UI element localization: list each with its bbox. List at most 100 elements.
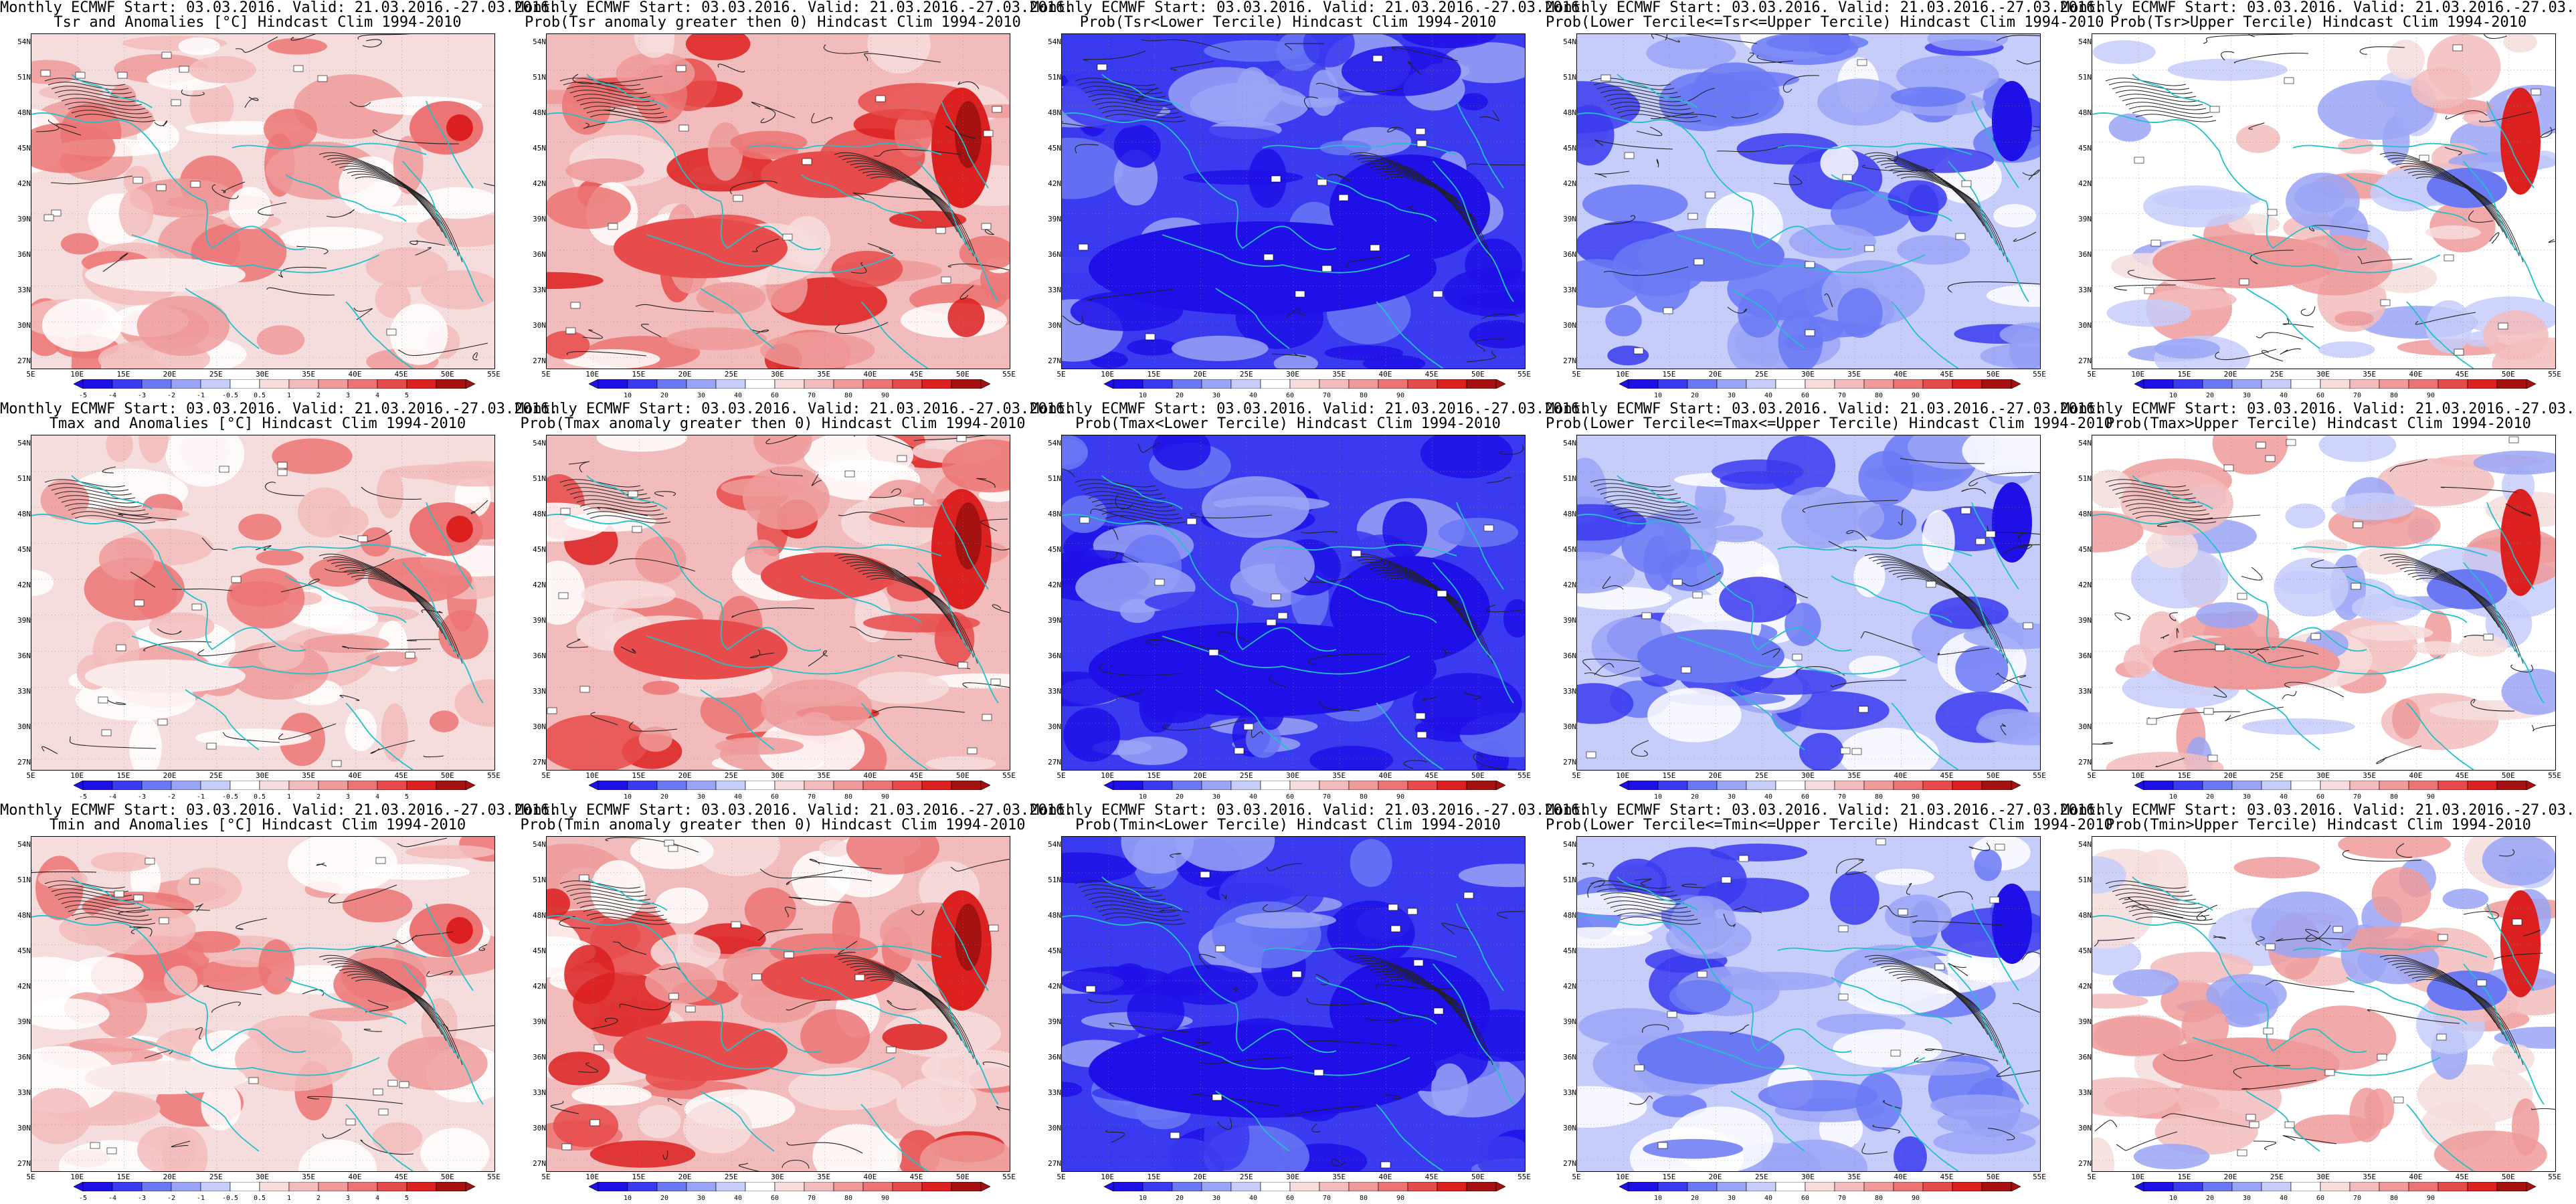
lon-tick-label: 5E [541, 1173, 551, 1181]
lat-tick-label: 39N [2078, 1017, 2092, 1026]
colorbar-tick-label: 20 [1690, 392, 1699, 399]
lon-tick-label: 35E [302, 1173, 316, 1181]
lat-tick-label: 36N [17, 651, 31, 660]
colorbar-tick-label: 40 [1249, 793, 1258, 801]
lon-tick-label: 5E [541, 771, 551, 780]
colorbar-tick-label: -4 [108, 392, 117, 399]
colorbar-tick-label: -1 [196, 1195, 205, 1202]
lon-tick-label: 45E [394, 1173, 408, 1181]
lat-tick-label: 42N [1563, 581, 1576, 589]
colorbar-tick-label: 10 [1138, 793, 1147, 801]
map-field [1577, 435, 2040, 770]
lon-tick-label: 55E [1517, 370, 1531, 379]
lon-tick-label: 20E [163, 771, 177, 780]
colorbar [2134, 379, 2536, 389]
lon-tick-label: 20E [1708, 1173, 1722, 1181]
colorbar-tick-label: 70 [807, 392, 816, 399]
lat-tick-label: 45N [533, 946, 546, 955]
lon-tick-label: 15E [116, 1173, 130, 1181]
lon-tick-label: 25E [724, 771, 738, 780]
lon-tick-label: 30E [771, 1173, 784, 1181]
lat-tick-label: 51N [1048, 876, 1061, 884]
forecast-panel: Monthly ECMWF Start: 03.03.2016. Valid: … [515, 0, 1073, 401]
colorbar-tick-label: 60 [1801, 793, 1810, 801]
lon-tick-label: 55E [1002, 1173, 1016, 1181]
lat-tick-label: 30N [1048, 1124, 1061, 1132]
lon-tick-label: 55E [487, 370, 500, 379]
colorbar-tick-label: 90 [2426, 392, 2435, 399]
lat-tick-label: 33N [533, 687, 546, 696]
lon-tick-label: 15E [2177, 771, 2191, 780]
forecast-panel: Monthly ECMWF Start: 03.03.2016. Valid: … [0, 803, 558, 1204]
lat-tick-label: 33N [1048, 1088, 1061, 1097]
colorbar-tick-label: 10 [1138, 1195, 1147, 1202]
lat-tick-label: 27N [533, 758, 546, 767]
lon-tick-label: 40E [863, 1173, 877, 1181]
colorbar-tick-label: 30 [1212, 1195, 1221, 1202]
lat-tick-label: 33N [1563, 687, 1576, 696]
lon-tick-label: 55E [2548, 771, 2561, 780]
map-field [547, 34, 1010, 369]
colorbar-tick-label: 70 [1322, 793, 1331, 801]
lat-tick-label: 45N [2078, 545, 2092, 554]
lon-tick-label: 55E [2548, 1173, 2561, 1181]
colorbar-tick-label: 90 [1911, 1195, 1920, 1202]
colorbar-tick-label: 60 [2316, 1195, 2325, 1202]
colorbar-tick-label: 40 [2279, 392, 2288, 399]
lon-tick-label: 10E [585, 1173, 600, 1181]
lon-tick-label: 35E [2363, 1173, 2377, 1181]
lat-tick-label: 54N [2078, 840, 2092, 849]
lon-tick-label: 40E [2409, 370, 2423, 379]
lon-tick-label: 20E [678, 1173, 692, 1181]
lon-tick-label: 10E [70, 771, 84, 780]
lon-tick-label: 40E [2409, 771, 2423, 780]
colorbar-tick-label: 70 [1322, 1195, 1331, 1202]
lat-tick-label: 27N [17, 357, 31, 365]
colorbar-tick-label: 20 [660, 1195, 669, 1202]
lon-tick-label: 50E [1986, 771, 2000, 780]
lat-tick-label: 39N [1563, 1017, 1576, 1026]
panel-title-line2: Prob(Tmax<Lower Tercile) Hindcast Clim 1… [1075, 415, 1501, 432]
lon-tick-label: 45E [1424, 370, 1439, 379]
lon-tick-label: 40E [348, 370, 362, 379]
panel-title-line1: Monthly ECMWF Start: 03.03.2016. Valid: … [0, 401, 559, 417]
lon-tick-label: 50E [1471, 771, 1485, 780]
colorbar [589, 1182, 990, 1191]
lon-tick-label: 5E [1056, 771, 1066, 780]
map-field [31, 837, 494, 1171]
colorbar-tick-label: 10 [623, 392, 632, 399]
panel-title-line2: Prob(Tmin anomaly greater then 0) Hindca… [520, 817, 1026, 833]
colorbar [2134, 1182, 2536, 1191]
lon-tick-label: 10E [2131, 771, 2145, 780]
forecast-panel: Monthly ECMWF Start: 03.03.2016. Valid: … [1030, 0, 1588, 401]
lat-tick-label: 33N [1048, 687, 1061, 696]
map-field [2092, 837, 2555, 1171]
colorbar-tick-label: 1 [286, 1195, 292, 1202]
lon-tick-label: 15E [2177, 370, 2191, 379]
colorbar [74, 781, 475, 790]
lat-tick-label: 51N [1048, 73, 1061, 82]
lon-tick-label: 5E [1056, 370, 1066, 379]
lat-tick-label: 45N [2078, 946, 2092, 955]
lon-tick-label: 5E [2087, 1173, 2096, 1181]
lat-tick-label: 45N [17, 545, 31, 554]
lon-tick-label: 45E [2455, 1173, 2469, 1181]
lon-tick-label: 30E [771, 771, 784, 780]
panel-title-line1: Monthly ECMWF Start: 03.03.2016. Valid: … [1546, 802, 2104, 819]
forecast-map [2092, 836, 2556, 1172]
lat-tick-label: 51N [533, 73, 546, 82]
map-field [1577, 837, 2040, 1171]
colorbar-tick-label: -0.5 [221, 392, 239, 399]
colorbar-tick-label: 70 [807, 1195, 816, 1202]
lon-tick-label: 10E [70, 1173, 84, 1181]
lon-tick-label: 45E [1940, 370, 1954, 379]
colorbar-tick-label: 90 [2426, 793, 2435, 801]
lon-tick-label: 30E [1801, 771, 1815, 780]
lat-tick-label: 51N [17, 876, 31, 884]
colorbar-tick-label: 40 [733, 392, 743, 399]
forecast-panel: Monthly ECMWF Start: 03.03.2016. Valid: … [2061, 0, 2576, 401]
colorbar-tick-label: 60 [1285, 392, 1295, 399]
lon-tick-label: 40E [863, 370, 877, 379]
lon-tick-label: 25E [209, 771, 223, 780]
lon-tick-label: 10E [2131, 1173, 2145, 1181]
